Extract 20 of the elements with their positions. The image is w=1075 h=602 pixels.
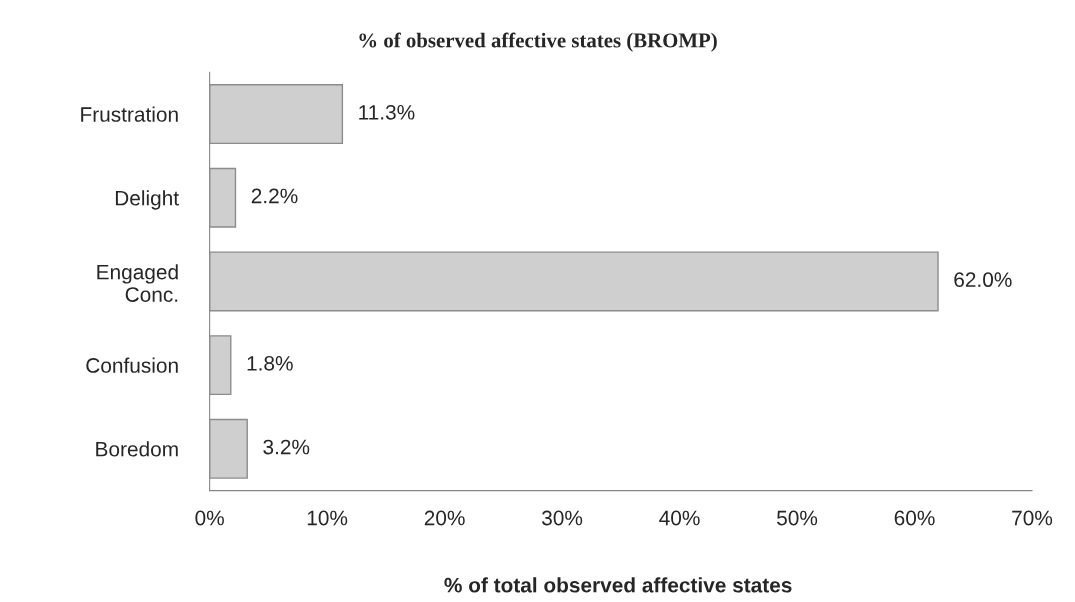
x-tick-label: 50% [777, 510, 818, 526]
data-label: 2.2% [251, 188, 298, 204]
x-tick-label: 70% [1012, 510, 1053, 526]
x-tick-label: 20% [424, 510, 465, 526]
data-label: 11.3% [359, 104, 415, 120]
x-tick-label: 0% [195, 510, 224, 526]
chart-title: % of observed affective states (BROMP) [359, 32, 717, 52]
data-label: 3.2% [263, 439, 310, 455]
y-tick-label: Delight [115, 190, 179, 210]
y-tick-label: Frustration [81, 106, 178, 122]
x-tick-label: 10% [307, 510, 348, 526]
x-tick-label: 40% [659, 510, 700, 526]
x-tick-label: 30% [542, 510, 583, 526]
y-tick-label: Boredom [96, 441, 178, 457]
x-axis-title: % of total observed affective states [444, 577, 792, 593]
data-label: 62.0% [954, 272, 1012, 288]
data-label: 1.8% [247, 355, 293, 371]
y-tick-label: Confusion [86, 357, 178, 373]
y-tick-label: Engaged Conc. [97, 264, 178, 302]
x-tick-label: 60% [894, 510, 935, 526]
